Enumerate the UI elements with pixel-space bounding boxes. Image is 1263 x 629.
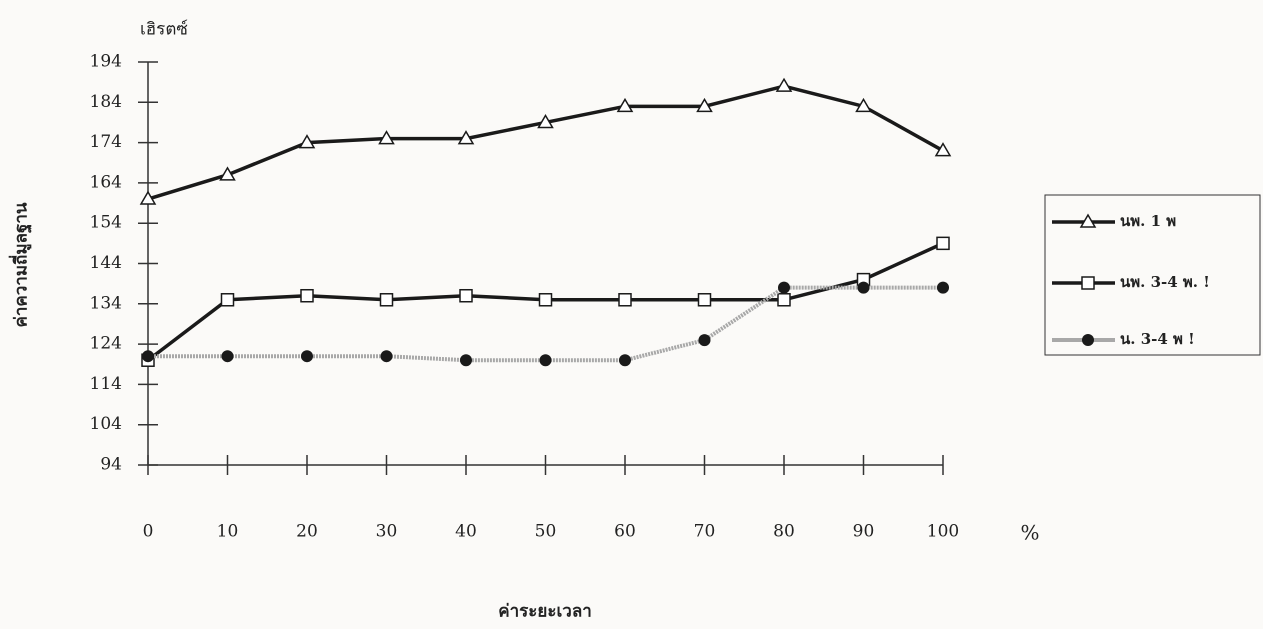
x-tick-label: 50 — [535, 522, 557, 542]
marker-dot — [380, 350, 393, 363]
x-tick-label: 40 — [455, 522, 477, 542]
x-axis-title: ค่าระยะเวลา — [498, 602, 592, 622]
y-unit: เฮิรตซ์ — [140, 20, 188, 40]
marker-dot — [619, 354, 631, 367]
marker-square — [459, 288, 473, 303]
y-tick-label: 154 — [90, 213, 122, 233]
marker-triangle — [696, 97, 713, 113]
marker-square — [220, 293, 235, 307]
y-tick-label: 114 — [90, 374, 122, 394]
x-tick-label: 10 — [217, 522, 239, 542]
x-tick-label: 90 — [853, 522, 875, 542]
marker-triangle — [855, 97, 872, 113]
marker-triangle — [537, 113, 554, 129]
marker-dot — [221, 350, 234, 363]
legend-box — [1044, 194, 1261, 356]
y-tick-label: 134 — [90, 293, 122, 313]
marker-square — [618, 293, 632, 307]
x-unit: % — [1020, 521, 1039, 545]
x-tick-label: 30 — [376, 522, 398, 542]
marker-dot — [1082, 334, 1094, 346]
marker-dot — [698, 334, 711, 347]
y-tick-label: 94 — [100, 455, 122, 475]
marker-square — [300, 288, 314, 303]
marker-triangle — [219, 166, 236, 181]
y-tick-label: 164 — [90, 172, 122, 192]
y-axis-title: ค่าความถี่มูลฐาน — [9, 202, 33, 327]
marker-square — [538, 293, 553, 307]
y-tick-label: 174 — [90, 132, 122, 152]
y-tick-label: 194 — [90, 52, 122, 72]
marker-square — [379, 293, 394, 307]
marker-dot — [301, 350, 313, 363]
legend-label: นพ. 3-4 พ. ! — [1120, 273, 1210, 291]
marker-dot — [778, 281, 790, 294]
y-tick-label: 104 — [90, 414, 122, 434]
marker-dot — [142, 350, 154, 363]
y-tick-label: 124 — [90, 334, 122, 354]
marker-triangle — [298, 134, 316, 149]
y-tick-label: 184 — [90, 92, 122, 112]
x-tick-label: 20 — [296, 522, 318, 542]
series-line — [147, 84, 944, 201]
marker-square — [777, 293, 791, 307]
marker-dot — [539, 354, 552, 367]
marker-triangle — [934, 142, 952, 157]
x-tick-label: 70 — [694, 522, 716, 542]
marker-triangle — [1079, 213, 1097, 228]
marker-dot — [857, 281, 870, 294]
x-tick-label: 100 — [927, 522, 959, 542]
x-tick-label: 80 — [773, 522, 795, 542]
legend-label: นพ. 1 พ — [1120, 212, 1176, 230]
marker-square — [1081, 276, 1095, 290]
x-tick-label: 60 — [614, 522, 636, 542]
marker-triangle — [616, 97, 634, 113]
marker-dot — [460, 354, 472, 367]
marker-triangle — [139, 190, 157, 205]
marker-square — [936, 236, 950, 251]
marker-square — [697, 293, 712, 307]
marker-dot — [937, 281, 949, 294]
marker-triangle — [378, 130, 395, 145]
y-tick-label: 144 — [90, 253, 122, 273]
legend-label: น. 3-4 พ ! — [1120, 330, 1195, 348]
marker-triangle — [457, 130, 475, 145]
x-tick-label: 0 — [143, 522, 154, 542]
marker-triangle — [775, 77, 793, 92]
